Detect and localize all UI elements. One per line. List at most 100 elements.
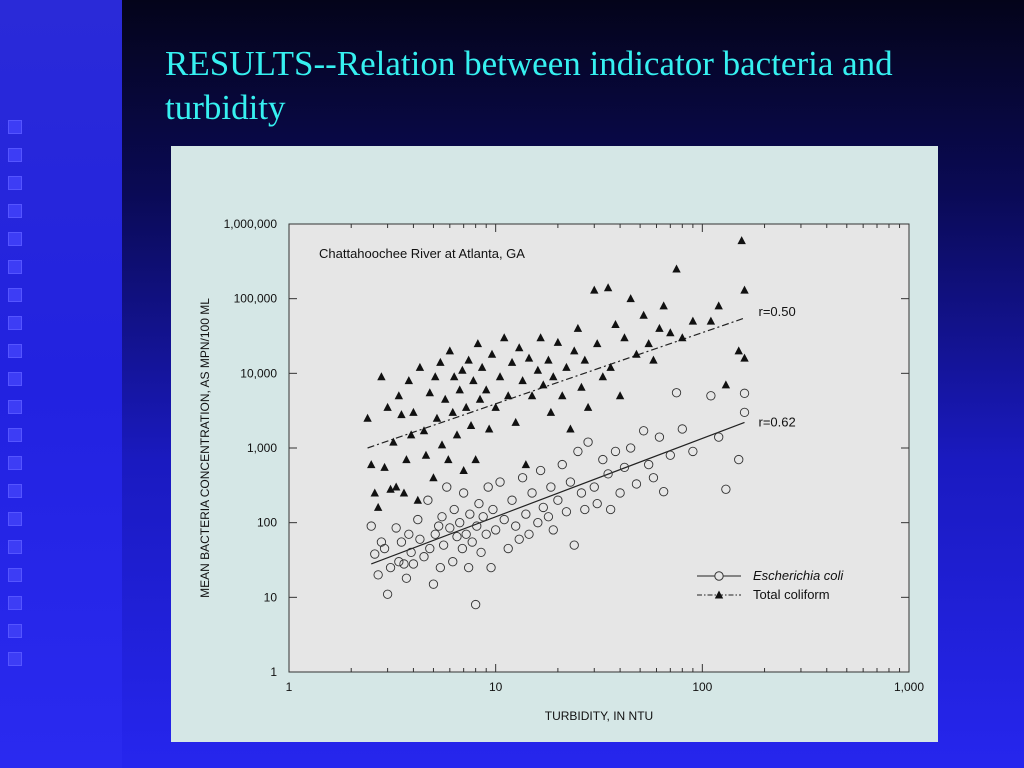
- chart-labels: r=0.62 r=0.50 Escherichia coli Total colifo…: [697, 304, 844, 602]
- x-tick-label: 100: [692, 680, 712, 694]
- ecoli-point: [569, 540, 579, 550]
- legend-label-0: Escherichia coli: [753, 568, 844, 583]
- ecoli-point: [391, 523, 401, 533]
- ecoli-point: [553, 495, 563, 505]
- ecoli-point: [434, 521, 444, 531]
- coliform-point: [737, 236, 746, 245]
- coliform-point: [373, 502, 383, 511]
- coliform-point: [429, 473, 438, 482]
- coliform-point: [402, 455, 411, 464]
- coliform-point: [639, 310, 648, 319]
- coliform-point: [573, 323, 583, 332]
- coliform-point: [421, 450, 431, 459]
- ecoli-point: [465, 509, 475, 519]
- ecoli-point: [706, 391, 716, 401]
- ecoli-point: [459, 488, 469, 498]
- coliform-point: [475, 394, 485, 403]
- ecoli-point: [376, 537, 387, 547]
- coliform-point: [688, 316, 698, 325]
- ecoli-point: [561, 507, 572, 517]
- ecoli-point: [671, 388, 682, 398]
- coliform-point: [461, 402, 471, 411]
- coliform-point: [666, 328, 675, 337]
- ecoli-point: [739, 407, 750, 418]
- ecoli-point: [677, 424, 687, 434]
- ecoli-point: [366, 521, 376, 531]
- ecoli-point: [449, 504, 459, 515]
- coliform-point: [721, 380, 731, 389]
- coliform-point: [524, 353, 534, 362]
- ecoli-point: [455, 518, 465, 528]
- ecoli-point: [382, 589, 393, 599]
- plot-area: [289, 224, 909, 672]
- coliform-point: [678, 333, 687, 342]
- coliform-point: [370, 488, 379, 497]
- coliform-point: [455, 385, 464, 394]
- coliform-point: [527, 391, 537, 400]
- ecoli-point: [486, 562, 496, 573]
- coliform-point: [419, 426, 429, 435]
- ecoli-point: [438, 540, 449, 550]
- coliform-point: [437, 440, 447, 449]
- slide-title: RESULTS--Relation between indicator bact…: [165, 44, 893, 127]
- coliform-point: [515, 343, 524, 352]
- coliform-point: [458, 365, 467, 374]
- coliform-point: [441, 394, 450, 403]
- coliform-point: [566, 424, 575, 433]
- scatter-chart: 1 10 100 1,000 1 10 100 1,000 10,000 100,000 1,000…: [198, 217, 924, 723]
- coliform-point: [558, 391, 567, 400]
- y-tick-label: 10: [264, 590, 278, 604]
- ecoli-point: [406, 547, 416, 558]
- coliform-point: [449, 372, 459, 381]
- ecoli-point: [452, 531, 462, 542]
- ecoli-point: [548, 525, 558, 535]
- ecoli-point: [648, 473, 659, 483]
- ecoli-point: [481, 529, 491, 539]
- ecoli-point: [734, 454, 744, 465]
- coliform-point: [590, 285, 599, 294]
- x-axis-title: TURBIDITY, IN NTU: [545, 709, 653, 723]
- ecoli-point: [461, 529, 471, 539]
- coliform-point: [546, 407, 556, 416]
- ecoli-point: [654, 432, 665, 442]
- coliform-point: [536, 333, 545, 342]
- ecoli-point: [419, 552, 429, 562]
- coliform-point: [511, 417, 520, 426]
- coliform-point: [549, 372, 558, 381]
- coliform-point: [413, 495, 423, 504]
- ecoli-point: [413, 514, 423, 525]
- coliform-point: [471, 455, 480, 464]
- coliform-point: [363, 413, 372, 422]
- coliform-point: [452, 430, 462, 439]
- ecoli-point: [396, 537, 407, 547]
- y-tick-label: 1,000,000: [224, 217, 278, 231]
- ecoli-point: [474, 498, 484, 509]
- ecoli-point: [511, 521, 521, 531]
- coliform-point: [482, 385, 491, 394]
- coliform-point: [394, 391, 404, 400]
- ecoli-point: [521, 509, 531, 519]
- coliform-point: [734, 346, 743, 355]
- coliform-point: [415, 362, 425, 371]
- ecoli-point: [476, 547, 486, 558]
- y-tick-label: 1,000: [247, 441, 277, 455]
- coliform-point: [432, 413, 442, 422]
- coliform-point: [593, 339, 602, 348]
- coliform-point: [399, 488, 409, 497]
- fit-line-0: [371, 421, 745, 565]
- ecoli-point: [499, 514, 509, 525]
- ecoli-point: [565, 477, 576, 487]
- legend-label-1: Total coliform: [753, 587, 830, 602]
- x-tick-label: 1,000: [894, 680, 924, 694]
- coliform-point: [464, 355, 473, 364]
- coliform-point: [626, 294, 635, 303]
- data-points: [363, 236, 750, 610]
- coliform-point: [562, 362, 571, 371]
- ecoli-point: [527, 488, 537, 498]
- coliform-point: [406, 430, 416, 439]
- ecoli-point: [404, 529, 414, 539]
- coliform-point: [740, 285, 749, 294]
- ecoli-point: [598, 454, 608, 465]
- ecoli-point: [370, 549, 380, 559]
- ecoli-point: [576, 488, 587, 498]
